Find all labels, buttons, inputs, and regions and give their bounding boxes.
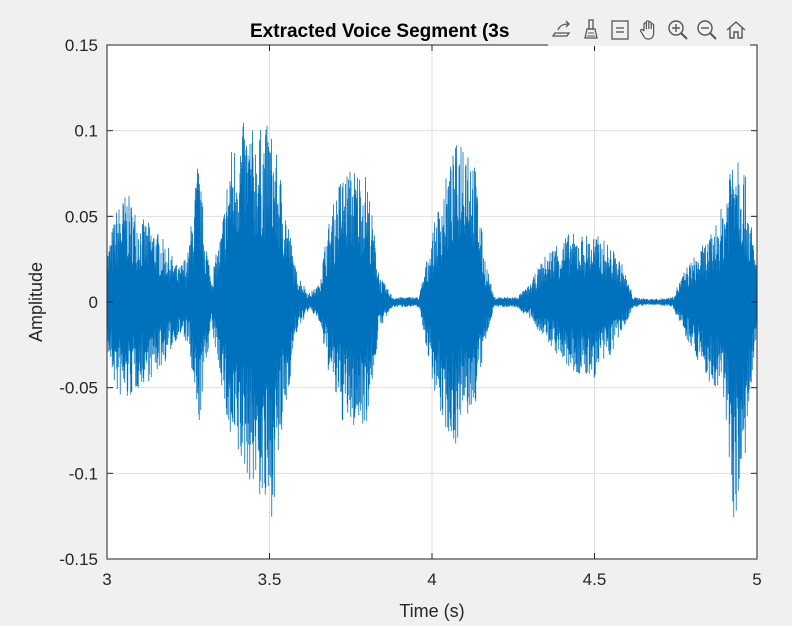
brush-button[interactable] xyxy=(577,15,605,45)
zoom-in-icon xyxy=(668,20,688,40)
y-ticks: -0.15 -0.1 -0.05 0 0.05 0.1 0.15 xyxy=(59,36,757,569)
x-tick-label: 4 xyxy=(427,570,436,589)
waveform xyxy=(106,122,758,518)
x-tick-label: 4.5 xyxy=(583,570,607,589)
y-tick-label: 0.05 xyxy=(65,207,98,226)
y-tick-label: -0.1 xyxy=(69,464,98,483)
datatip-icon xyxy=(611,20,629,40)
y-tick-label: 0.1 xyxy=(74,122,98,141)
y-axis-label: Amplitude xyxy=(26,262,46,342)
axes-toolbar xyxy=(548,14,750,46)
datatip-button[interactable] xyxy=(606,15,634,45)
y-tick-label: 0 xyxy=(89,293,98,312)
pan-button[interactable] xyxy=(635,15,663,45)
home-icon xyxy=(726,21,746,39)
export-icon xyxy=(551,20,571,37)
x-tick-label: 3 xyxy=(102,570,111,589)
zoom-out-button[interactable] xyxy=(693,15,721,45)
chart-title: Extracted Voice Segment (3s xyxy=(250,21,509,42)
x-tick-label: 3.5 xyxy=(258,570,282,589)
export-button[interactable] xyxy=(548,15,576,45)
home-button[interactable] xyxy=(722,15,750,45)
y-tick-label: 0.15 xyxy=(65,36,98,55)
waveform-line xyxy=(106,122,758,518)
zoom-in-button[interactable] xyxy=(664,15,692,45)
x-axis-label: Time (s) xyxy=(399,601,464,621)
pan-icon xyxy=(639,20,655,40)
brush-icon xyxy=(584,19,598,39)
x-tick-label: 5 xyxy=(752,570,761,589)
zoom-out-icon xyxy=(697,20,717,40)
y-tick-label: -0.05 xyxy=(59,379,98,398)
y-tick-label: -0.15 xyxy=(59,550,98,569)
x-ticks: 3 3.5 4 4.5 5 xyxy=(102,45,762,589)
